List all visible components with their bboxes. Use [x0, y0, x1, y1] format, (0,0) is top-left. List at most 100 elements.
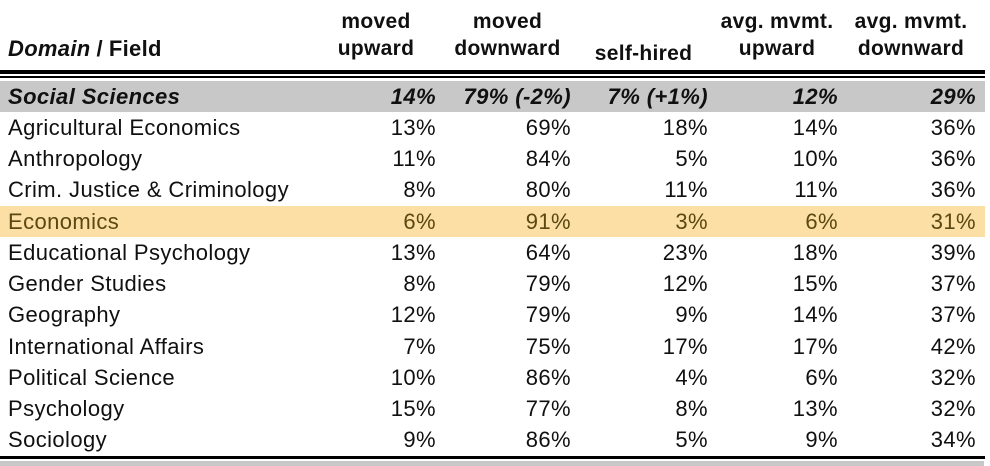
row-value-self-hired: 5% — [675, 146, 708, 172]
row-field-label: Social Sciences — [8, 83, 181, 109]
row-field-label: Economics — [8, 208, 120, 234]
row-value-moved-downward: 64% — [525, 239, 571, 265]
row-value-moved-downward: 79% (-2%) — [463, 83, 571, 109]
row-value-moved-upward: 7% — [403, 333, 436, 359]
table-row: Social Sciences 14% 79% (-2%) 7% (+1%) 1… — [0, 81, 985, 113]
table-row: International Affairs 7% 75% 17% 17% 42% — [0, 331, 985, 362]
row-value-avg-mvmt-upward: 6% — [805, 208, 838, 234]
row-value-moved-upward: 11% — [392, 146, 436, 172]
table-row: Psychology 15% 77% 8% 13% 32% — [0, 394, 985, 425]
row-value-avg-mvmt-downward: 39% — [930, 239, 976, 265]
table-row: Economics 6% 91% 3% 6% 31% — [0, 206, 985, 238]
column-header-moved-upward: moved upward — [337, 10, 415, 60]
row-field-label: Sociology — [8, 427, 107, 453]
row-field-label: Psychology — [8, 396, 125, 422]
row-value-avg-mvmt-downward: 36% — [930, 177, 976, 203]
row-value-moved-downward: 91% — [525, 208, 571, 234]
row-value-avg-mvmt-downward: 36% — [930, 114, 976, 140]
row-value-self-hired: 8% — [675, 396, 708, 422]
table-bottom-rule — [0, 456, 985, 459]
row-value-self-hired: 23% — [662, 239, 708, 265]
row-value-self-hired: 9% — [675, 302, 708, 328]
row-value-moved-upward: 13% — [390, 114, 436, 140]
row-value-avg-mvmt-upward: 9% — [805, 427, 838, 453]
row-field-label: International Affairs — [8, 333, 205, 359]
row-value-avg-mvmt-upward: 15% — [792, 271, 838, 297]
row-value-avg-mvmt-upward: 11% — [794, 177, 838, 203]
row-value-avg-mvmt-upward: 14% — [792, 114, 838, 140]
row-value-moved-upward: 9% — [403, 427, 436, 453]
row-value-avg-mvmt-upward: 6% — [805, 364, 838, 390]
row-value-avg-mvmt-upward: 10% — [792, 146, 838, 172]
row-field-label: Gender Studies — [8, 271, 167, 297]
row-value-avg-mvmt-upward: 14% — [792, 302, 838, 328]
row-value-avg-mvmt-downward: 34% — [930, 427, 976, 453]
table-row: Gender Studies 8% 79% 12% 15% 37% — [0, 269, 985, 300]
row-value-self-hired: 18% — [662, 114, 708, 140]
row-value-avg-mvmt-downward: 31% — [930, 208, 976, 234]
row-value-avg-mvmt-downward: 32% — [930, 364, 976, 390]
row-value-avg-mvmt-downward: 42% — [930, 333, 976, 359]
row-value-moved-downward: 69% — [525, 114, 571, 140]
table-row: Agricultural Economics 13% 69% 18% 14% 3… — [0, 112, 985, 143]
row-field-label: Political Science — [8, 364, 175, 390]
table-body: Social Sciences 14% 79% (-2%) 7% (+1%) 1… — [0, 81, 990, 456]
row-value-moved-upward: 13% — [390, 239, 436, 265]
table-row: Crim. Justice & Criminology 8% 80% 11% 1… — [0, 175, 985, 206]
row-value-avg-mvmt-upward: 13% — [792, 396, 838, 422]
column-header-moved-downward: moved downward — [454, 10, 561, 60]
row-value-avg-mvmt-downward: 32% — [930, 396, 976, 422]
row-value-moved-downward: 84% — [525, 146, 571, 172]
row-value-avg-mvmt-downward: 36% — [930, 146, 976, 172]
row-field-label: Anthropology — [8, 146, 143, 172]
row-value-moved-upward: 14% — [390, 83, 436, 109]
row-value-avg-mvmt-upward: 18% — [792, 239, 838, 265]
row-field-label: Agricultural Economics — [8, 114, 241, 140]
row-value-self-hired: 17% — [662, 333, 708, 359]
row-value-moved-upward: 10% — [390, 364, 436, 390]
column-header-domain-field: Domain / Field — [0, 36, 312, 62]
row-value-moved-downward: 79% — [525, 271, 571, 297]
row-field-label: Educational Psychology — [8, 239, 251, 265]
column-header-avg-mvmt-downward: avg. mvmt. downward — [854, 10, 968, 60]
row-value-moved-upward: 12% — [390, 302, 436, 328]
row-value-moved-upward: 15% — [390, 396, 436, 422]
row-value-moved-upward: 8% — [403, 271, 436, 297]
row-value-avg-mvmt-downward: 29% — [930, 83, 976, 109]
row-value-moved-downward: 80% — [525, 177, 571, 203]
table-header-row: Domain / Field moved upward moved downward… — [0, 0, 985, 70]
row-value-self-hired: 5% — [675, 427, 708, 453]
column-header-self-hired: self-hired — [594, 42, 693, 65]
row-field-label: Geography — [8, 302, 121, 328]
table-row: Educational Psychology 13% 64% 23% 18% 3… — [0, 237, 985, 268]
header-rule-gap — [0, 74, 985, 76]
table-row: Political Science 10% 86% 4% 6% 32% — [0, 362, 985, 393]
domain-header-label: Domain — [8, 36, 91, 61]
next-section-row-partial — [0, 461, 984, 466]
field-header-label: Field — [108, 36, 162, 61]
row-value-self-hired: 3% — [675, 208, 708, 234]
row-value-avg-mvmt-downward: 37% — [930, 271, 976, 297]
row-value-moved-upward: 8% — [403, 177, 436, 203]
row-value-moved-downward: 86% — [525, 427, 571, 453]
header-rule-thin — [0, 76, 985, 78]
table-row: Sociology 9% 86% 5% 9% 34% — [0, 425, 985, 456]
row-value-avg-mvmt-upward: 17% — [792, 333, 838, 359]
row-field-label: Crim. Justice & Criminology — [8, 177, 289, 203]
row-value-self-hired: 7% (+1%) — [607, 83, 708, 109]
column-header-avg-mvmt-upward: avg. mvmt. upward — [720, 10, 834, 60]
row-value-moved-upward: 6% — [403, 208, 436, 234]
row-value-avg-mvmt-downward: 37% — [930, 302, 976, 328]
row-value-self-hired: 4% — [675, 364, 708, 390]
header-rule-thick — [0, 70, 985, 74]
row-value-moved-downward: 77% — [525, 396, 571, 422]
row-value-moved-downward: 86% — [525, 364, 571, 390]
table-row: Anthropology 11% 84% 5% 10% 36% — [0, 144, 985, 175]
domain-field-separator: / — [96, 36, 103, 61]
row-value-self-hired: 12% — [662, 271, 708, 297]
row-value-moved-downward: 75% — [525, 333, 571, 359]
table-row: Geography 12% 79% 9% 14% 37% — [0, 300, 985, 331]
row-value-avg-mvmt-upward: 12% — [792, 83, 838, 109]
row-value-moved-downward: 79% — [525, 302, 571, 328]
